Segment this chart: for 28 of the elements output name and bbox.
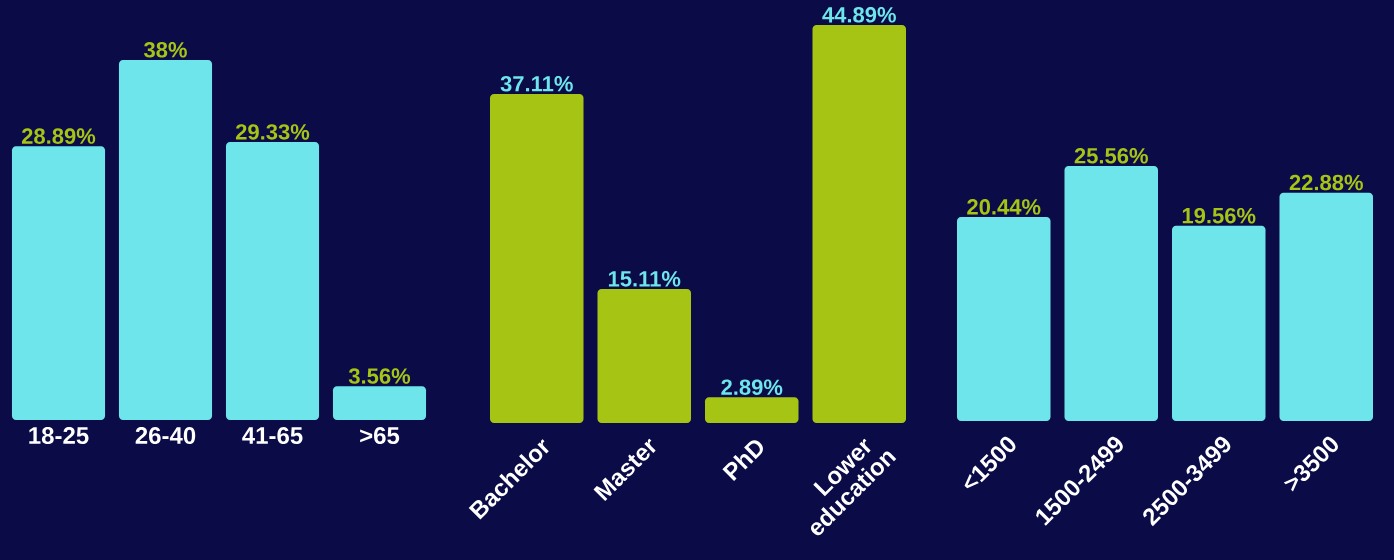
data-label: 3.56% bbox=[348, 368, 411, 384]
data-label: 38% bbox=[143, 42, 187, 58]
x-tick-label: >65 bbox=[360, 427, 400, 445]
x-tick-label: 26-40 bbox=[135, 427, 196, 445]
bar bbox=[1279, 192, 1374, 421]
data-label: 29.33% bbox=[235, 124, 310, 140]
data-label: 2.89% bbox=[721, 379, 783, 395]
data-label: 19.56% bbox=[1182, 207, 1256, 224]
bar bbox=[332, 386, 427, 420]
bar bbox=[118, 59, 213, 420]
bar bbox=[704, 397, 799, 423]
bar bbox=[225, 142, 320, 420]
data-label: 20.44% bbox=[967, 199, 1041, 215]
bar bbox=[1064, 165, 1159, 421]
x-tick-label: 41-65 bbox=[242, 427, 303, 445]
bar bbox=[812, 24, 907, 423]
data-label: 15.11% bbox=[608, 271, 681, 287]
bar bbox=[489, 93, 584, 423]
data-label: 44.89% bbox=[822, 7, 896, 23]
bar bbox=[597, 289, 692, 423]
data-label: 25.56% bbox=[1074, 148, 1148, 164]
bar bbox=[1171, 225, 1266, 421]
x-tick-label: 18-25 bbox=[29, 427, 89, 445]
data-label: 37.11% bbox=[500, 75, 573, 92]
data-label: 22.88% bbox=[1289, 174, 1363, 191]
bar bbox=[956, 217, 1051, 421]
data-label: 28.89% bbox=[21, 128, 96, 144]
bar bbox=[11, 146, 106, 420]
